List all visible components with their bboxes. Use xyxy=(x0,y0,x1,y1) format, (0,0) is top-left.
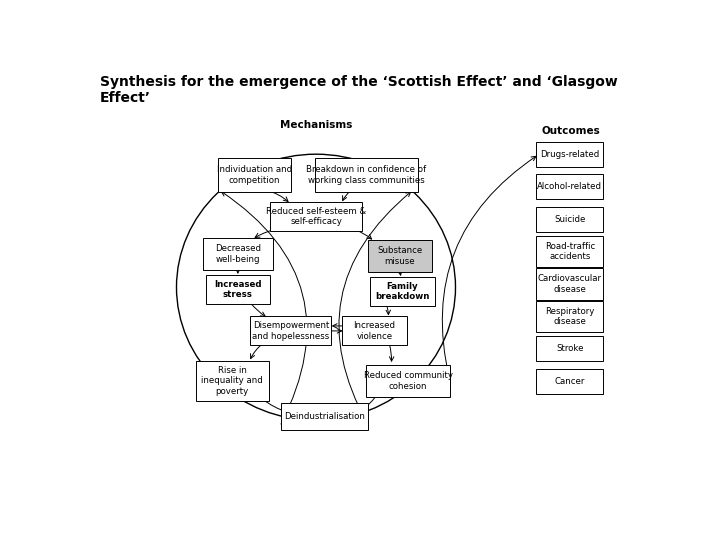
Text: Mechanisms: Mechanisms xyxy=(280,120,352,130)
FancyBboxPatch shape xyxy=(218,158,291,192)
FancyBboxPatch shape xyxy=(536,236,603,267)
Text: Cardiovascular
disease: Cardiovascular disease xyxy=(538,274,602,294)
Text: Increased
violence: Increased violence xyxy=(354,321,395,341)
Text: Substance
misuse: Substance misuse xyxy=(377,246,423,266)
FancyBboxPatch shape xyxy=(536,369,603,394)
Text: Rise in
inequality and
poverty: Rise in inequality and poverty xyxy=(202,366,264,396)
Text: Stroke: Stroke xyxy=(556,345,584,353)
Text: Suicide: Suicide xyxy=(554,214,585,224)
FancyBboxPatch shape xyxy=(251,316,331,346)
Text: Cancer: Cancer xyxy=(554,377,585,386)
Text: Reduced community
cohesion: Reduced community cohesion xyxy=(364,371,453,390)
FancyBboxPatch shape xyxy=(536,336,603,361)
Text: Reduced self-esteem &
self-efficacy: Reduced self-esteem & self-efficacy xyxy=(266,207,366,226)
FancyBboxPatch shape xyxy=(270,202,362,231)
FancyBboxPatch shape xyxy=(315,158,418,192)
FancyBboxPatch shape xyxy=(281,403,368,430)
Text: Synthesis for the emergence of the ‘Scottish Effect’ and ‘Glasgow
Effect’: Synthesis for the emergence of the ‘Scot… xyxy=(100,75,618,105)
Text: Respiratory
disease: Respiratory disease xyxy=(545,307,595,326)
FancyBboxPatch shape xyxy=(536,141,603,167)
FancyBboxPatch shape xyxy=(366,364,450,397)
FancyBboxPatch shape xyxy=(536,174,603,199)
Text: Outcomes: Outcomes xyxy=(541,126,600,136)
Text: Disempowerment
and hopelessness: Disempowerment and hopelessness xyxy=(252,321,330,341)
Text: Increased
stress: Increased stress xyxy=(214,280,261,299)
Text: Family
breakdown: Family breakdown xyxy=(375,282,430,301)
FancyBboxPatch shape xyxy=(196,361,269,401)
FancyBboxPatch shape xyxy=(536,301,603,332)
FancyBboxPatch shape xyxy=(206,275,270,304)
FancyBboxPatch shape xyxy=(536,207,603,232)
Text: Drugs-related: Drugs-related xyxy=(540,150,600,159)
FancyBboxPatch shape xyxy=(368,240,432,272)
Text: Breakdown in confidence of
working class communities: Breakdown in confidence of working class… xyxy=(306,165,426,185)
Text: Decreased
well-being: Decreased well-being xyxy=(215,244,261,264)
Text: Alcohol-related: Alcohol-related xyxy=(537,182,603,191)
FancyBboxPatch shape xyxy=(343,316,407,346)
FancyBboxPatch shape xyxy=(536,268,603,300)
Text: Individuation and
competition: Individuation and competition xyxy=(217,165,292,185)
Text: Deindustrialisation: Deindustrialisation xyxy=(284,411,365,421)
FancyBboxPatch shape xyxy=(203,238,273,270)
FancyBboxPatch shape xyxy=(370,277,435,306)
Text: Road-traffic
accidents: Road-traffic accidents xyxy=(545,242,595,261)
